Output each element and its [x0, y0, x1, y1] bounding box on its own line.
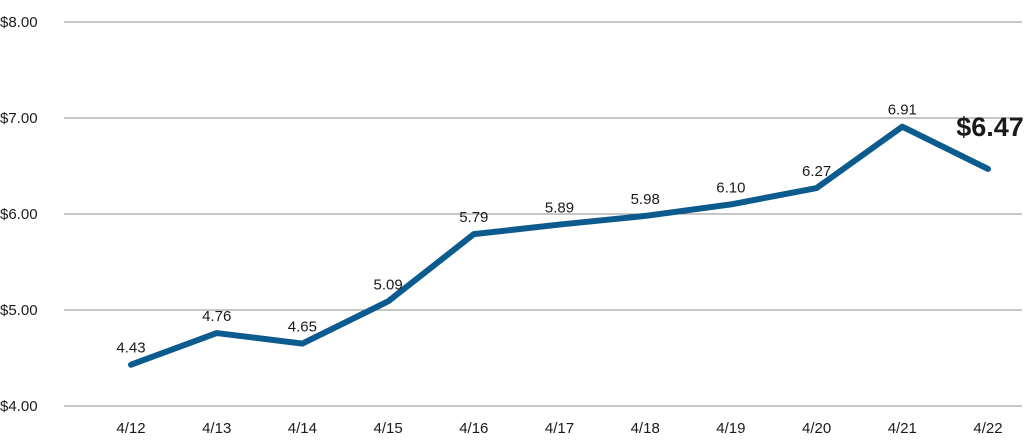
data-labels: 4.43 4.76 4.65 5.09 5.79 5.89 5.98 6.10 6.27 6.91… — [116, 102, 1023, 357]
data-label: 4.43 — [116, 340, 145, 357]
x-tick-label: 4/16 — [459, 420, 488, 437]
x-tick-label: 4/17 — [545, 420, 574, 437]
x-tick-label: 4/13 — [202, 420, 231, 437]
data-label: 6.10 — [716, 179, 745, 196]
x-tick-label: 4/20 — [802, 420, 831, 437]
series-line-group — [128, 123, 991, 368]
y-tick-label: $4.00 — [0, 398, 38, 415]
data-label: 5.89 — [545, 200, 574, 217]
gridlines — [64, 21, 1022, 407]
latest-value-label: $6.47 — [956, 112, 1024, 142]
x-tick-label: 4/12 — [116, 420, 145, 437]
x-axis-tick-labels: 4/12 4/13 4/14 4/15 4/16 4/17 4/18 4/19 4/20 4/21… — [116, 420, 1002, 437]
y-tick-label: $6.00 — [0, 206, 38, 223]
data-label: 6.91 — [888, 102, 917, 119]
y-axis-tick-labels: $4.00 $5.00 $6.00 $7.00 $8.00 — [0, 14, 38, 415]
y-tick-label: $7.00 — [0, 110, 38, 127]
data-label: 4.65 — [288, 319, 317, 336]
series-line — [128, 123, 991, 368]
x-tick-label: 4/14 — [288, 420, 317, 437]
data-label: 5.98 — [631, 191, 660, 208]
x-tick-label: 4/15 — [373, 420, 402, 437]
data-label: 5.79 — [459, 209, 488, 226]
data-label: 6.27 — [802, 163, 831, 180]
data-label: 4.76 — [202, 308, 231, 325]
x-tick-label: 4/21 — [888, 420, 917, 437]
data-label: 5.09 — [373, 276, 402, 293]
y-tick-label: $8.00 — [0, 14, 38, 31]
x-tick-label: 4/22 — [973, 420, 1002, 437]
y-tick-label: $5.00 — [0, 302, 38, 319]
x-tick-label: 4/18 — [631, 420, 660, 437]
x-tick-label: 4/19 — [716, 420, 745, 437]
